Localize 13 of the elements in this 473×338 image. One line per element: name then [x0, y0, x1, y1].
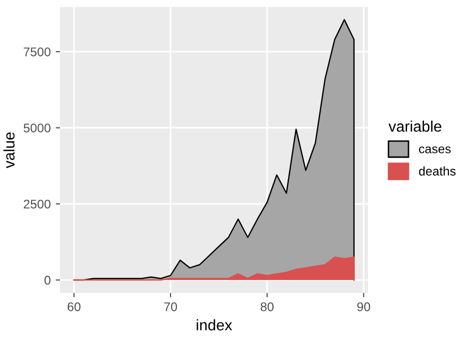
- legend-label: deaths: [419, 166, 456, 176]
- x-axis-title: index: [196, 319, 232, 330]
- x-tick-label: 70: [164, 302, 178, 312]
- y-tick-label: 2500: [24, 200, 50, 209]
- y-tick-label: 7500: [24, 47, 50, 56]
- y-tick-label: 0: [44, 276, 50, 285]
- x-tick-label: 80: [260, 302, 274, 312]
- legend-title: variable: [388, 120, 442, 132]
- y-tick-label: 5000: [24, 124, 50, 132]
- y-axis-title: value: [3, 132, 15, 168]
- legend-label: cases: [419, 146, 451, 154]
- x-tick-label: 60: [68, 302, 80, 312]
- x-tick-label: 90: [357, 302, 370, 312]
